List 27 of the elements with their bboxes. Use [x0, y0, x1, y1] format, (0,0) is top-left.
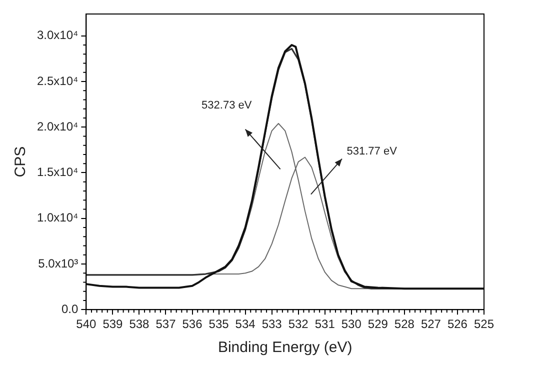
- y-tick-label: 2.0x10⁴: [37, 119, 78, 134]
- x-tick-label: 539: [102, 317, 124, 332]
- x-tick-label: 525: [474, 317, 494, 332]
- x-axis-title: Binding Energy (eV): [218, 339, 352, 356]
- annotation: 532.73 eV: [202, 100, 252, 112]
- x-tick-label: 534: [235, 317, 256, 332]
- x-tick-label: 536: [182, 317, 203, 332]
- y-tick-label: 2.5x10⁴: [37, 74, 78, 88]
- x-tick-label: 532: [288, 317, 309, 332]
- x-tick-label: 540: [76, 317, 97, 332]
- annotation: 531.77 eV: [346, 145, 398, 158]
- y-tick-label: 1.0x10⁴: [37, 210, 78, 225]
- y-tick-label: 5.0x10³: [38, 256, 78, 270]
- x-tick-label: 537: [156, 317, 176, 332]
- y-tick-label: 3.0x10⁴: [37, 28, 78, 42]
- x-tick-label: 531: [314, 317, 336, 332]
- x-tick-label: 538: [129, 317, 150, 332]
- y-axis-title: CPS: [12, 146, 30, 178]
- x-tick-label: 527: [420, 317, 442, 332]
- x-tick-label: 535: [208, 317, 230, 332]
- x-tick-label: 529: [368, 317, 388, 332]
- x-tick-label: 533: [262, 317, 282, 332]
- y-tick-label: 1.5x10⁴: [37, 165, 78, 180]
- y-tick-label: 0.0: [62, 302, 79, 316]
- x-tick-label: 528: [394, 317, 415, 332]
- x-tick-label: 530: [341, 317, 362, 332]
- x-tick-label: 526: [447, 317, 468, 332]
